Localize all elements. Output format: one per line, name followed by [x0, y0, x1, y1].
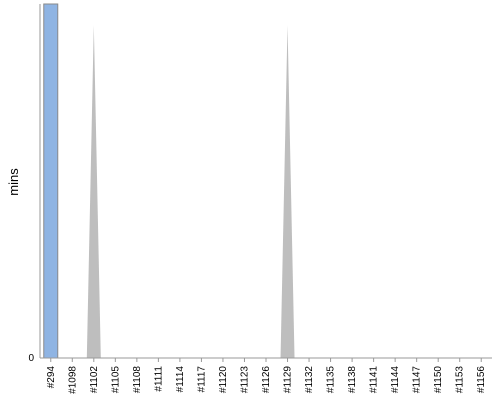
y-axis: mins 0: [6, 4, 41, 364]
plot-area: [43, 3, 295, 359]
spike-1129: [280, 25, 295, 359]
spike-1102: [86, 25, 101, 359]
x-tick-label: #1156: [476, 366, 487, 394]
x-tick-label: #1141: [369, 366, 380, 394]
x-tick-label: #1129: [283, 366, 294, 394]
x-tick-label: #1150: [433, 366, 444, 394]
y-tick-label: 0: [28, 353, 34, 364]
x-tick-label: #1135: [326, 366, 337, 394]
x-tick-label: #1102: [89, 366, 100, 394]
bar-294: [43, 3, 59, 359]
x-tick-label: #1147: [412, 366, 423, 394]
x-tick-label: #1144: [390, 366, 401, 394]
x-tick-label: #1108: [132, 366, 143, 394]
x-tick-label: #1138: [347, 366, 358, 394]
x-tick-label: #294: [46, 366, 57, 389]
x-tick-label: #1105: [110, 366, 121, 394]
x-tick-label: #1114: [175, 366, 186, 393]
x-tick-label: #1126: [261, 366, 272, 394]
x-axis: #294 #1098 #1102 #1105 #1108 #1111 #1114 #1117 #…: [40, 357, 492, 394]
x-tick-label: #1117: [196, 366, 207, 393]
x-tick-label: #1098: [67, 366, 78, 394]
x-tick-label: #1153: [455, 366, 466, 394]
x-tick-label: #1123: [239, 366, 250, 394]
y-axis-label: mins: [6, 168, 21, 196]
x-tick-label: #1132: [304, 366, 315, 394]
x-tick-label: #1111: [153, 366, 164, 392]
x-tick-label: #1120: [218, 366, 229, 394]
